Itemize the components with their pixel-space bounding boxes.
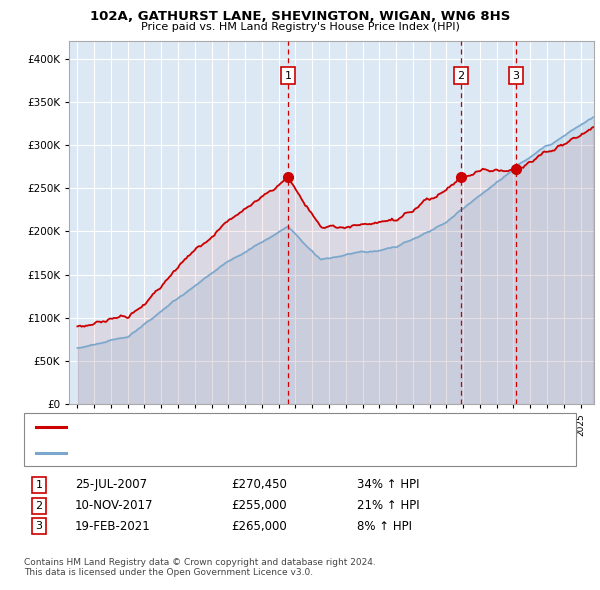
Text: 25-JUL-2007: 25-JUL-2007	[75, 478, 147, 491]
Text: Contains HM Land Registry data © Crown copyright and database right 2024.
This d: Contains HM Land Registry data © Crown c…	[24, 558, 376, 577]
Text: 102A, GATHURST LANE, SHEVINGTON, WIGAN, WN6 8HS (detached house): 102A, GATHURST LANE, SHEVINGTON, WIGAN, …	[75, 422, 464, 431]
Text: 102A, GATHURST LANE, SHEVINGTON, WIGAN, WN6 8HS: 102A, GATHURST LANE, SHEVINGTON, WIGAN, …	[90, 10, 510, 23]
Text: 1: 1	[284, 71, 292, 81]
Text: 3: 3	[512, 71, 519, 81]
Text: HPI: Average price, detached house, Wigan: HPI: Average price, detached house, Wiga…	[75, 448, 301, 457]
Text: 10-NOV-2017: 10-NOV-2017	[75, 499, 154, 512]
Text: 34% ↑ HPI: 34% ↑ HPI	[357, 478, 419, 491]
Text: 1: 1	[35, 480, 43, 490]
Text: 19-FEB-2021: 19-FEB-2021	[75, 520, 151, 533]
Text: 21% ↑ HPI: 21% ↑ HPI	[357, 499, 419, 512]
Text: Price paid vs. HM Land Registry's House Price Index (HPI): Price paid vs. HM Land Registry's House …	[140, 22, 460, 32]
Text: £265,000: £265,000	[231, 520, 287, 533]
Text: £255,000: £255,000	[231, 499, 287, 512]
Text: 2: 2	[457, 71, 464, 81]
Text: £270,450: £270,450	[231, 478, 287, 491]
Text: 8% ↑ HPI: 8% ↑ HPI	[357, 520, 412, 533]
Text: 3: 3	[35, 522, 43, 531]
Text: 2: 2	[35, 501, 43, 510]
